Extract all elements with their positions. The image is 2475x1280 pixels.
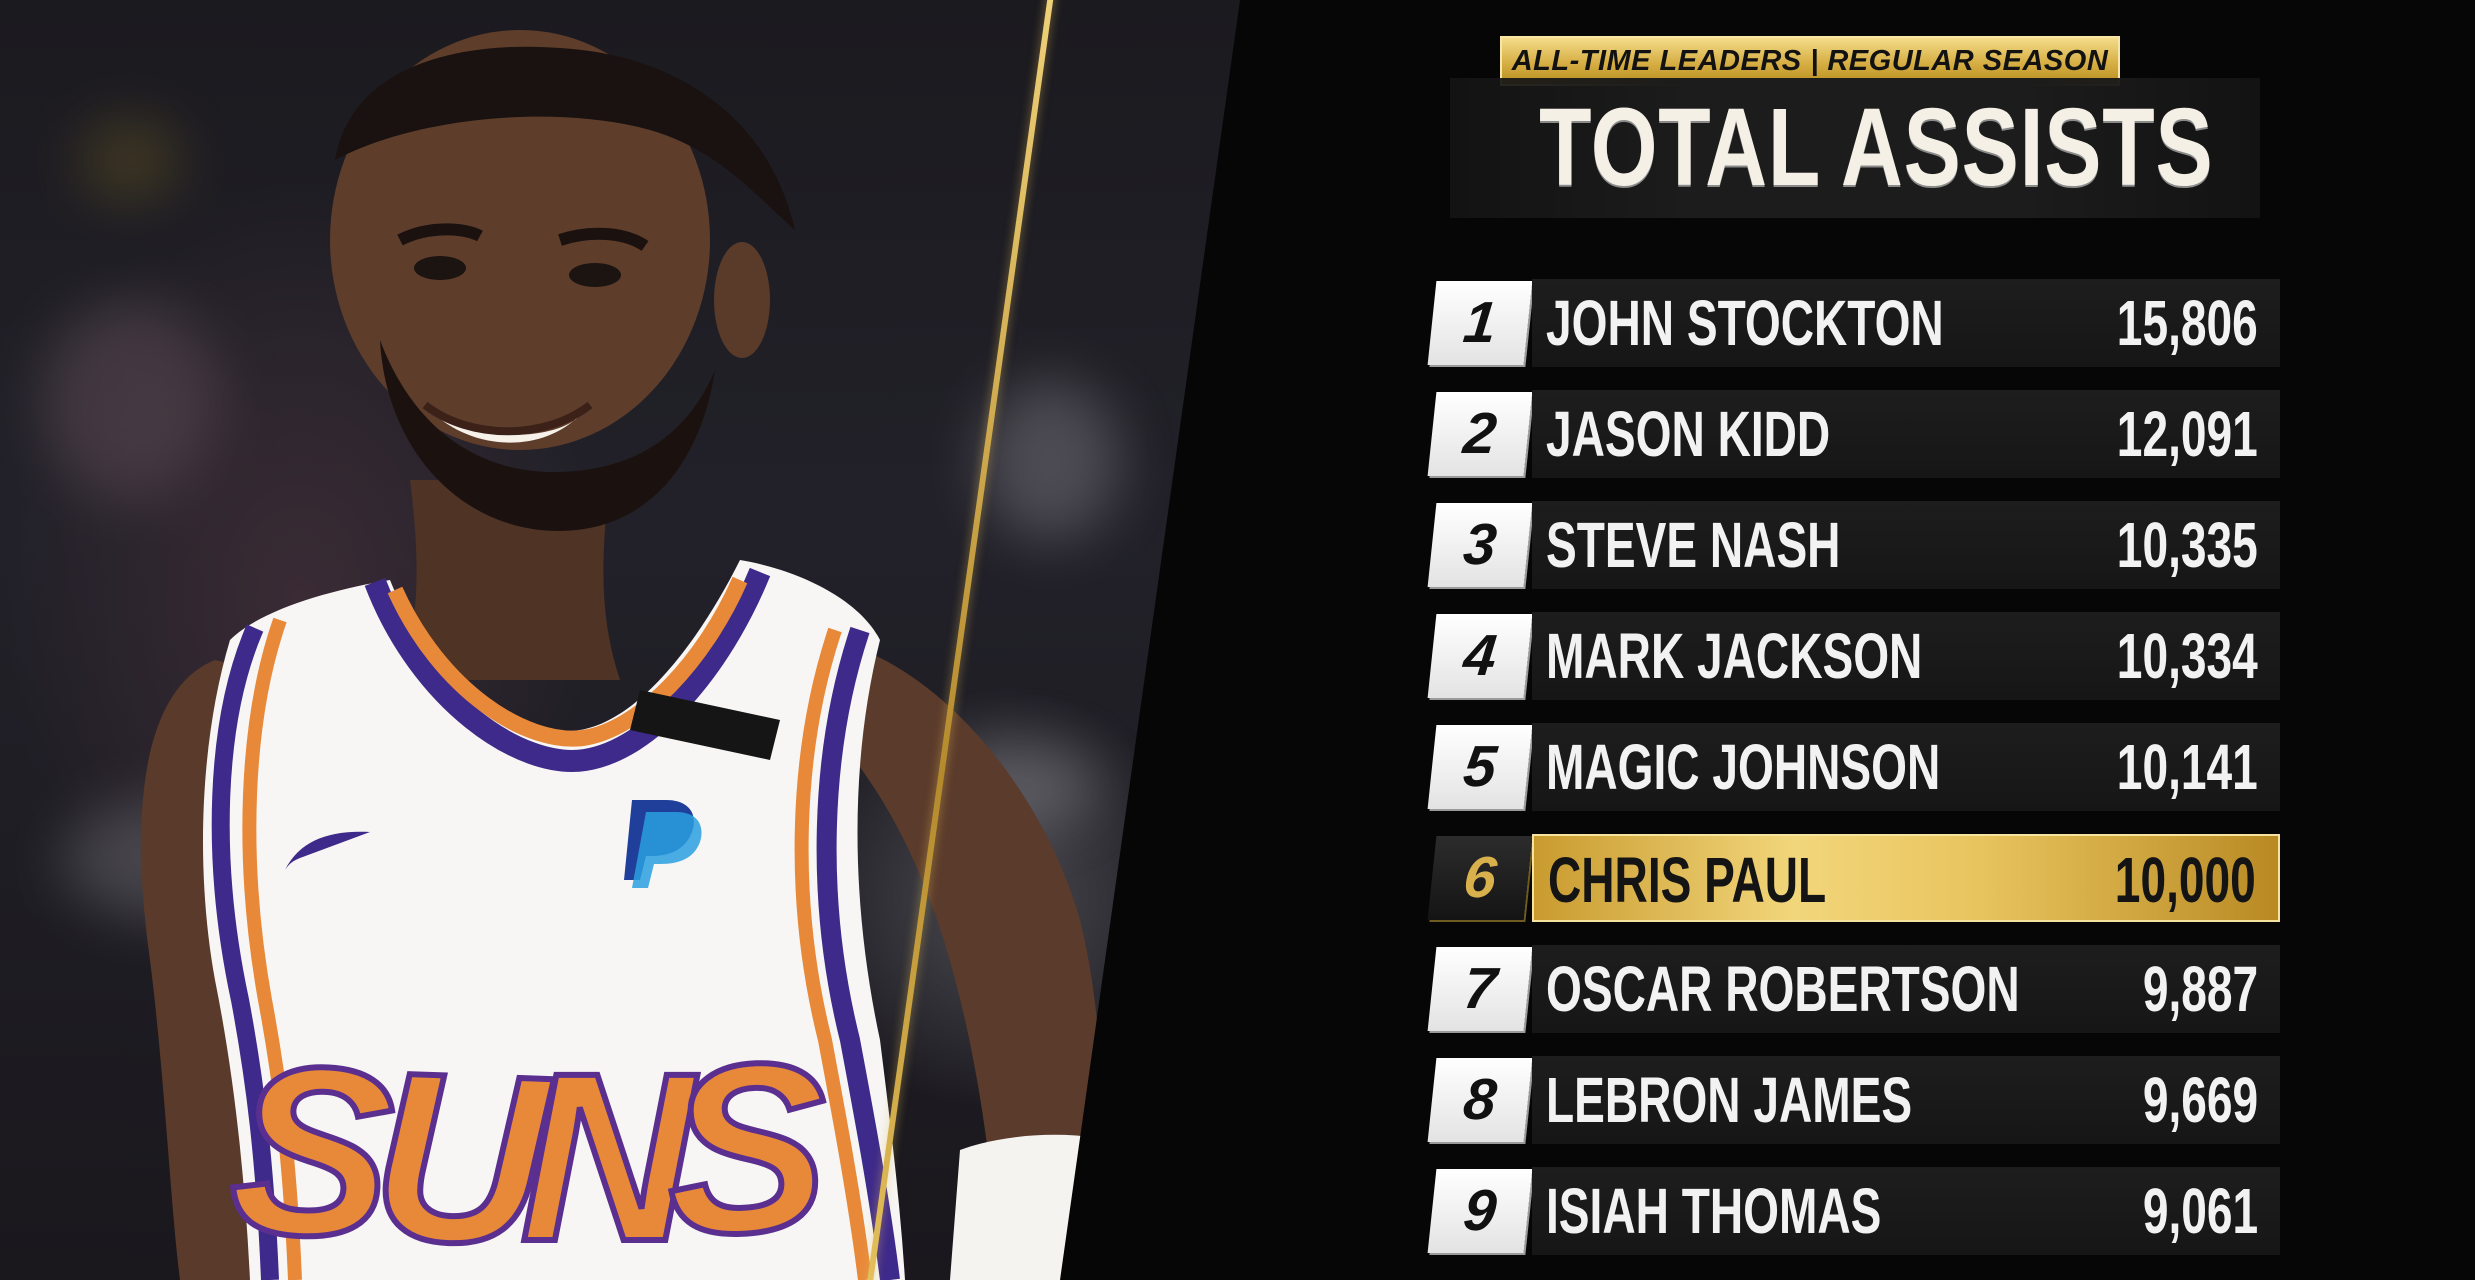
assist-total: 15,806	[2117, 287, 2258, 359]
leader-row: 7 OSCAR ROBERTSON 9,887	[1427, 939, 2282, 1039]
nike-swoosh-icon	[285, 831, 370, 870]
paypal-logo-icon	[624, 800, 702, 888]
leader-row: 3 STEVE NASH 10,335	[1427, 495, 2282, 595]
player-name: MAGIC JOHNSON	[1546, 731, 1941, 803]
rank-number: 7	[1460, 956, 1500, 1021]
background-bokeh	[40, 300, 220, 500]
rank-badge: 1	[1427, 281, 1533, 365]
player-name: CHRIS PAUL	[1548, 844, 1827, 916]
leader-row: 8 LEBRON JAMES 9,669	[1427, 1050, 2282, 1150]
player-name: LEBRON JAMES	[1546, 1064, 1913, 1136]
svg-text:U: U	[368, 1021, 556, 1280]
name-bar: OSCAR ROBERTSON 9,887	[1532, 945, 2280, 1033]
assist-total: 9,669	[2142, 1064, 2258, 1136]
background-bokeh	[80, 120, 180, 200]
page-title: TOTAL ASSISTS	[1539, 86, 2214, 209]
title-block: TOTAL ASSISTS	[1450, 78, 2260, 218]
rank-badge: 7	[1427, 947, 1533, 1031]
assist-total: 10,335	[2117, 509, 2258, 581]
name-bar: LEBRON JAMES 9,669	[1532, 1056, 2280, 1144]
player-name: STEVE NASH	[1546, 509, 1841, 581]
rank-number: 1	[1460, 290, 1500, 355]
subtitle-banner: ALL-TIME LEADERS | REGULAR SEASON	[1500, 36, 2120, 86]
name-bar: MAGIC JOHNSON 10,141	[1532, 723, 2280, 811]
name-bar: MARK JACKSON 10,334	[1532, 612, 2280, 700]
assist-total: 10,334	[2117, 620, 2258, 692]
rank-badge: 6	[1427, 836, 1533, 920]
svg-text:S: S	[662, 1012, 831, 1280]
rank-number: 4	[1460, 623, 1500, 688]
rank-number: 6	[1460, 845, 1500, 910]
rank-badge: 8	[1427, 1058, 1533, 1142]
player-illustration: S U N S	[141, 30, 1120, 1280]
assist-total: 9,061	[2142, 1175, 2258, 1247]
rank-number: 5	[1460, 734, 1500, 799]
rank-badge: 2	[1427, 392, 1533, 476]
leader-row: 5 MAGIC JOHNSON 10,141	[1427, 717, 2282, 817]
name-bar: STEVE NASH 10,335	[1532, 501, 2280, 589]
arm-sleeve	[950, 1134, 1120, 1280]
player-photo: S U N S	[0, 0, 1240, 1280]
player-name: JASON KIDD	[1546, 398, 1831, 470]
assist-total: 10,000	[2115, 844, 2256, 916]
rank-badge: 3	[1427, 503, 1533, 587]
name-bar: CHRIS PAUL 10,000	[1532, 834, 2280, 922]
leader-row: 1 JOHN STOCKTON 15,806	[1427, 273, 2282, 373]
rank-number: 8	[1460, 1067, 1500, 1132]
assist-total: 9,887	[2142, 953, 2258, 1025]
rank-badge: 9	[1427, 1169, 1533, 1253]
leader-row: 4 MARK JACKSON 10,334	[1427, 606, 2282, 706]
rank-number: 3	[1460, 512, 1500, 577]
rank-badge: 4	[1427, 614, 1533, 698]
player-name: OSCAR ROBERTSON	[1546, 953, 2020, 1025]
player-name: ISIAH THOMAS	[1546, 1175, 1882, 1247]
suns-wordmark: S U N S	[222, 1009, 834, 1280]
leaderboard: ALL-TIME LEADERS | REGULAR SEASON TOTAL …	[1420, 30, 2280, 1270]
assist-total: 10,141	[2117, 731, 2258, 803]
svg-text:S: S	[225, 1013, 399, 1280]
name-bar: ISIAH THOMAS 9,061	[1532, 1167, 2280, 1255]
background-bokeh	[980, 380, 1120, 540]
leader-row: 2 JASON KIDD 12,091	[1427, 384, 2282, 484]
player-name: JOHN STOCKTON	[1546, 287, 1944, 359]
player-name: MARK JACKSON	[1546, 620, 1923, 692]
name-bar: JOHN STOCKTON 15,806	[1532, 279, 2280, 367]
assist-total: 12,091	[2117, 398, 2258, 470]
svg-text:N: N	[520, 1023, 698, 1280]
rank-number: 9	[1460, 1178, 1500, 1243]
leader-row-highlighted: 6 CHRIS PAUL 10,000	[1427, 828, 2282, 928]
rank-badge: 5	[1427, 725, 1533, 809]
name-bar: JASON KIDD 12,091	[1532, 390, 2280, 478]
leader-row: 9 ISIAH THOMAS 9,061	[1427, 1161, 2282, 1261]
rank-number: 2	[1460, 401, 1500, 466]
